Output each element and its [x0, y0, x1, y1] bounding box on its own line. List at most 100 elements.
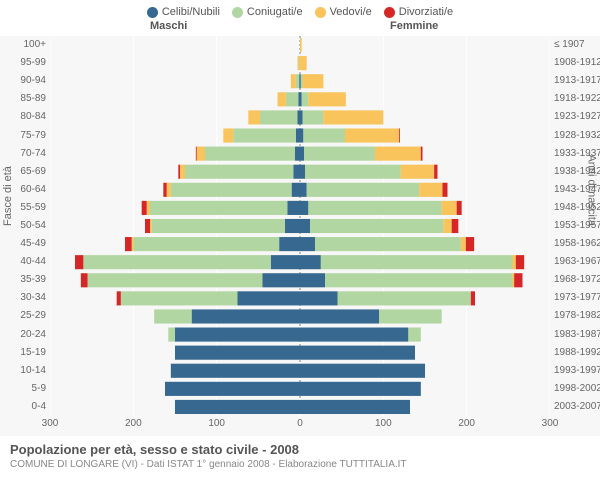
plot-area: Fasce di età Anni di nascita 100+95-9990… — [0, 36, 600, 436]
age-label: 45-49 — [0, 239, 46, 249]
bar-male — [299, 56, 300, 70]
bar-male — [178, 165, 180, 179]
y-left-labels: 100+95-9990-9485-8980-8475-7970-7465-696… — [0, 36, 50, 416]
bar-female — [325, 273, 513, 287]
birth-label: 2003-2007 — [554, 402, 600, 412]
bar-male — [298, 110, 301, 124]
bar-female — [300, 128, 303, 142]
bar-male — [288, 201, 301, 215]
birth-label: 1938-1942 — [554, 167, 600, 177]
legend-label: Vedovi/e — [330, 6, 372, 18]
bar-female — [310, 219, 443, 233]
bar-female — [303, 110, 324, 124]
bar-male — [88, 273, 263, 287]
bar-male — [291, 74, 296, 88]
age-label: 20-24 — [0, 330, 46, 340]
column-headers: Maschi Femmine — [0, 20, 600, 36]
bar-female — [419, 183, 442, 197]
birth-label: ≤ 1907 — [554, 40, 600, 50]
bar-male — [75, 255, 83, 269]
bar-male — [175, 346, 300, 360]
bar-male — [165, 382, 300, 396]
bar-male — [125, 237, 132, 251]
y-right-labels: ≤ 19071908-19121913-19171918-19221923-19… — [550, 36, 600, 416]
age-label: 15-19 — [0, 348, 46, 358]
bar-female — [321, 255, 513, 269]
legend-item: Vedovi/e — [315, 6, 372, 18]
legend: Celibi/Nubili Coniugati/e Vedovi/e Divorzia… — [0, 0, 600, 20]
bar-male — [285, 219, 300, 233]
birth-label: 1923-1927 — [554, 112, 600, 122]
bar-female — [300, 400, 410, 414]
bar-male — [293, 165, 300, 179]
age-label: 5-9 — [0, 384, 46, 394]
bar-female — [301, 74, 303, 88]
legend-swatch — [315, 7, 326, 18]
bar-male — [298, 92, 300, 106]
bar-female — [300, 219, 310, 233]
bar-female — [300, 147, 304, 161]
bar-female — [516, 255, 524, 269]
birth-label: 1958-1962 — [554, 239, 600, 249]
legend-label: Divorziati/e — [399, 6, 453, 18]
bar-female — [452, 219, 459, 233]
bar-female — [514, 273, 522, 287]
bar-female — [421, 147, 423, 161]
bar-female — [323, 110, 383, 124]
bar-female — [300, 110, 303, 124]
age-label: 90-94 — [0, 76, 46, 86]
age-label: 65-69 — [0, 167, 46, 177]
chart-footer: Popolazione per età, sesso e stato civil… — [0, 436, 600, 470]
birth-label: 1918-1922 — [554, 94, 600, 104]
bar-male — [296, 74, 299, 88]
bar-female — [442, 201, 457, 215]
bar-female — [443, 219, 451, 233]
birth-label: 1998-2002 — [554, 384, 600, 394]
bar-male — [175, 328, 300, 342]
bar-male — [295, 147, 300, 161]
bar-female — [315, 237, 461, 251]
bar-female — [300, 273, 325, 287]
bar-female — [471, 291, 475, 305]
bar-female — [307, 183, 420, 197]
age-label: 95-99 — [0, 58, 46, 68]
legend-label: Coniugati/e — [247, 6, 303, 18]
header-female: Femmine — [390, 20, 438, 32]
bar-female — [466, 237, 474, 251]
birth-label: 1908-1912 — [554, 58, 600, 68]
bar-male — [117, 291, 121, 305]
bar-female — [401, 165, 434, 179]
bar-male — [248, 110, 260, 124]
age-label: 40-44 — [0, 257, 46, 267]
bar-female — [300, 165, 305, 179]
birth-label: 1953-1957 — [554, 221, 600, 231]
birth-label: 1983-1987 — [554, 330, 600, 340]
bar-female — [443, 183, 448, 197]
bar-male — [263, 273, 301, 287]
bar-female — [375, 147, 421, 161]
bar-female — [300, 92, 302, 106]
age-label: 70-74 — [0, 149, 46, 159]
pyramid-svg — [50, 36, 550, 416]
age-label: 80-84 — [0, 112, 46, 122]
bar-male — [147, 201, 150, 215]
bar-male — [192, 309, 300, 323]
bar-female — [457, 201, 462, 215]
bar-male — [152, 219, 285, 233]
legend-item: Celibi/Nubili — [147, 6, 220, 18]
bar-male — [279, 237, 300, 251]
bar-female — [300, 328, 408, 342]
birth-label: 1943-1947 — [554, 185, 600, 195]
bar-male — [298, 56, 300, 70]
bar-female — [308, 201, 441, 215]
birth-label: 1948-1952 — [554, 203, 600, 213]
x-tick-label: 200 — [125, 418, 142, 429]
age-label: 25-29 — [0, 311, 46, 321]
bar-male — [271, 255, 300, 269]
bar-male — [150, 219, 152, 233]
age-label: 75-79 — [0, 131, 46, 141]
bar-male — [163, 183, 166, 197]
legend-item: Divorziati/e — [384, 6, 453, 18]
birth-label: 1968-1972 — [554, 275, 600, 285]
chart-subtitle: COMUNE DI LONGARE (VI) - Dati ISTAT 1° g… — [10, 459, 590, 470]
